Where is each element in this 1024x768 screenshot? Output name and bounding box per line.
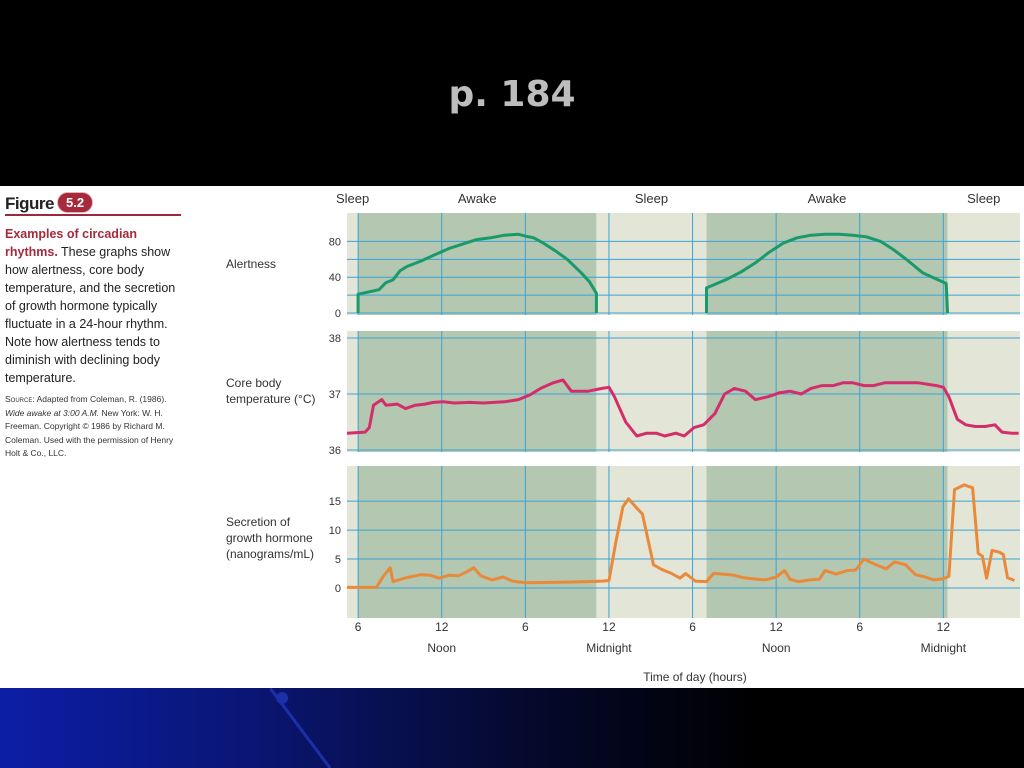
x-tick-label: 12 (937, 620, 951, 634)
period-band (347, 213, 359, 315)
source-text: Adapted from Coleman, R. (1986). (36, 394, 167, 404)
period-band (358, 213, 597, 315)
period-label: Awake (458, 191, 497, 206)
series-line (356, 232, 598, 313)
y-tick-label: 38 (329, 333, 341, 345)
period-band (358, 331, 597, 452)
panel-label: Secretion of (226, 515, 291, 529)
figure-label-row: Figure 5.2 (5, 190, 181, 216)
x-sublabel: Midnight (586, 641, 632, 655)
figure-panel: Figure 5.2 Examples of circadian rhythms… (0, 186, 1024, 688)
period-band (947, 213, 1020, 315)
panel-label: Core body (226, 376, 281, 390)
series-line (705, 232, 949, 314)
panel-label: growth hormone (226, 531, 313, 545)
panel-label: (nanograms/mL) (226, 547, 314, 561)
x-sublabel: Noon (427, 641, 456, 655)
source-label: Source: (5, 394, 35, 404)
period-band (596, 466, 707, 618)
source-rest: New York: W. H. Freeman. Copyright © 198… (5, 407, 174, 459)
y-tick-label: 80 (329, 236, 341, 248)
y-tick-label: 0 (335, 308, 341, 320)
x-axis-title: Time of day (hours) (643, 670, 747, 684)
panel-label: Alertness (226, 257, 276, 271)
series-line (347, 378, 1019, 438)
x-tick-label: 6 (689, 620, 696, 634)
period-label: Awake (808, 191, 847, 206)
caption-title: Examples of circadian rhythms. (5, 227, 138, 259)
x-tick-label: 12 (435, 620, 449, 634)
period-band (596, 213, 707, 315)
figure-caption: Figure 5.2 Examples of circadian rhythms… (5, 190, 187, 461)
x-tick-label: 12 (769, 620, 783, 634)
y-tick-label: 0 (335, 583, 341, 595)
x-tick-label: 6 (355, 620, 362, 634)
period-band (947, 466, 1020, 618)
caption-source: Source: Adapted from Coleman, R. (1986).… (5, 393, 187, 461)
figure-number-badge: 5.2 (57, 192, 94, 213)
period-band (706, 466, 948, 618)
figure-word: Figure (5, 194, 54, 213)
period-band (347, 466, 359, 618)
x-tick-label: 12 (602, 620, 616, 634)
x-sublabel: Midnight (921, 641, 967, 655)
x-sublabel: Noon (762, 641, 791, 655)
period-label: Sleep (967, 191, 1000, 206)
period-band (706, 213, 948, 315)
source-book-title: Wide awake at 3:00 A.M. (5, 407, 100, 418)
panel-label: temperature (°C) (226, 392, 316, 406)
slide-footer-decoration (0, 688, 1024, 768)
footer-swoosh-icon (270, 688, 332, 768)
y-tick-label: 37 (329, 389, 341, 401)
y-tick-label: 10 (329, 525, 341, 537)
y-tick-label: 5 (335, 554, 341, 566)
caption-text: These graphs show how alertness, core bo… (5, 245, 176, 385)
y-tick-label: 40 (329, 272, 341, 284)
slide-title: p. 184 (448, 74, 576, 115)
period-band (358, 466, 597, 618)
x-tick-label: 6 (522, 620, 529, 634)
period-label: Sleep (635, 191, 668, 206)
y-tick-label: 15 (329, 496, 341, 508)
period-band (347, 331, 359, 452)
series-line (347, 483, 1015, 589)
y-tick-label: 36 (329, 445, 341, 457)
circadian-chart: Sleep Awake Sleep Awake Sleep 0 40 80 Alertness 3… (226, 191, 1020, 684)
caption-body: Examples of circadian rhythms. These gra… (5, 225, 187, 387)
x-tick-label: 6 (856, 620, 863, 634)
period-label: Sleep (336, 191, 369, 206)
